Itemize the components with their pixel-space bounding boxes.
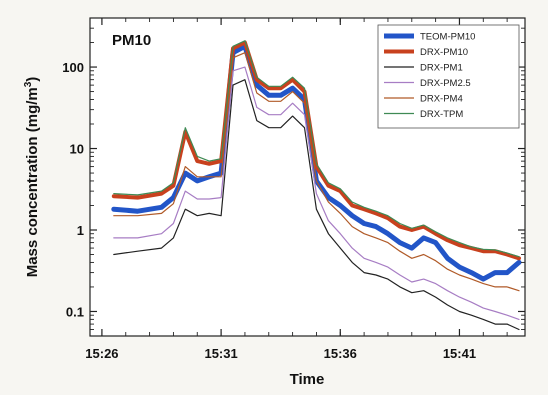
- y-tick-label: 100: [62, 60, 84, 75]
- legend-label-drx-pm1: DRX-PM1: [420, 63, 463, 74]
- legend: TEOM-PM10 DRX-PM10 DRX-PM1 DRX-PM2.5 DRX-PM4…: [378, 25, 519, 128]
- y-axis-title-close: ): [24, 77, 41, 82]
- legend-label-teom-pm10: TEOM-PM10: [420, 32, 475, 43]
- x-tick-label: 15:31: [204, 346, 237, 361]
- x-tick-label: 15:41: [443, 346, 476, 361]
- x-tick-label: 15:26: [85, 346, 118, 361]
- legend-label-drx-pm4: DRX-PM4: [420, 94, 463, 105]
- y-tick-label: 1: [77, 223, 84, 238]
- y-tick-label: 0.1: [66, 304, 84, 319]
- x-axis-title: Time: [290, 371, 325, 388]
- legend-label-drx-tpm: DRX-TPM: [420, 109, 463, 120]
- legend-label-drx-pm10: DRX-PM10: [420, 47, 468, 58]
- panel-label: PM10: [112, 32, 151, 49]
- legend-label-drx-pm2-5: DRX-PM2.5: [420, 78, 471, 89]
- y-tick-label: 10: [70, 142, 84, 157]
- x-tick-label: 15:36: [324, 346, 357, 361]
- y-axis-title: Mass concentration (mg/m3): [23, 77, 41, 278]
- y-axis-title-main: Mass concentration (mg/m: [24, 87, 41, 277]
